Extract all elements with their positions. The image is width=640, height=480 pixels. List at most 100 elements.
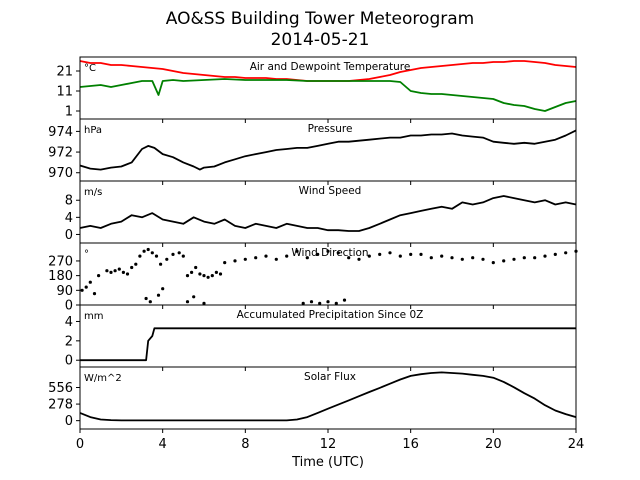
series-line-2 <box>79 78 577 112</box>
data-point <box>117 267 121 271</box>
data-point <box>419 252 423 256</box>
figure-subtitle: 2014-05-21 <box>271 30 370 50</box>
data-point <box>214 270 218 274</box>
data-point <box>334 301 338 305</box>
x-tick-label: 8 <box>241 437 249 452</box>
data-point <box>233 259 237 263</box>
data-point <box>301 301 305 305</box>
data-point <box>80 288 84 292</box>
data-point <box>223 261 227 265</box>
data-point <box>113 269 117 273</box>
y-tick-label: 974 <box>48 125 73 140</box>
y-tick-label: 11 <box>56 85 73 100</box>
data-point <box>512 257 516 261</box>
x-tick-label: 24 <box>568 437 585 452</box>
data-point <box>125 272 130 276</box>
data-point <box>97 274 101 278</box>
data-point <box>105 269 109 273</box>
data-point <box>185 300 190 304</box>
panel-2: 970 972 974 hPa Pressure <box>48 118 577 185</box>
x-tick-label: 16 <box>402 437 419 452</box>
data-point <box>409 252 413 256</box>
x-tick-label: 0 <box>76 437 84 452</box>
data-point <box>295 249 299 253</box>
series-line-1 <box>79 195 577 232</box>
data-point <box>285 254 289 258</box>
data-point <box>367 254 371 258</box>
y-tick-label: 0 <box>65 414 73 429</box>
data-point <box>88 280 92 284</box>
data-point <box>336 251 340 255</box>
data-point <box>502 259 506 263</box>
data-point <box>429 256 433 260</box>
y-tick-label: 278 <box>48 398 73 413</box>
data-point <box>198 272 202 276</box>
data-point <box>274 257 278 261</box>
x-tick-label: 20 <box>485 437 502 452</box>
data-point <box>522 256 526 260</box>
y-tick-label: 8 <box>65 194 73 209</box>
data-point <box>161 287 165 291</box>
unit-label: mm <box>84 311 103 322</box>
x-tick-label: 12 <box>320 437 337 452</box>
y-tick-label: 4 <box>65 211 73 226</box>
y-tick-label: 1 <box>65 105 73 120</box>
y-tick-label: 4 <box>65 315 73 330</box>
data-point <box>202 274 206 278</box>
data-point <box>202 301 206 305</box>
unit-label: W/m^2 <box>84 373 122 384</box>
data-point <box>460 257 464 261</box>
unit-label: ° <box>84 249 89 260</box>
data-point <box>218 272 223 276</box>
data-point <box>388 251 392 255</box>
y-tick-label: 21 <box>56 65 73 80</box>
data-point <box>134 262 138 266</box>
data-point <box>316 252 320 256</box>
data-point <box>121 270 125 274</box>
data-point <box>398 254 402 258</box>
data-point <box>471 256 475 260</box>
data-point <box>553 252 557 256</box>
panel-title: Wind Direction <box>291 247 368 259</box>
y-tick-label: 972 <box>48 146 73 161</box>
y-tick-label: 180 <box>48 269 73 284</box>
data-point <box>210 274 214 278</box>
data-point <box>357 257 361 261</box>
x-axis-label: Time (UTC) <box>291 455 364 470</box>
data-point <box>533 256 537 260</box>
data-point <box>243 257 247 261</box>
data-point <box>146 247 150 252</box>
data-point <box>305 256 309 260</box>
data-point <box>309 300 314 304</box>
data-point <box>130 265 134 270</box>
y-tick-label: 556 <box>48 381 73 396</box>
data-point <box>342 298 347 302</box>
panel-title: Solar Flux <box>304 371 356 383</box>
data-point <box>543 254 547 258</box>
data-point <box>206 275 210 279</box>
y-tick-label: 0 <box>65 299 73 314</box>
series-line-1 <box>79 371 577 422</box>
series-line-1 <box>80 327 576 362</box>
data-point <box>440 254 444 258</box>
panel-title: Accumulated Precipitation Since 0Z <box>237 309 424 321</box>
data-point <box>142 249 146 253</box>
data-point <box>190 270 194 274</box>
data-point <box>165 257 169 261</box>
data-point <box>326 300 330 304</box>
panel-title: Wind Speed <box>299 185 362 197</box>
data-point <box>185 274 190 278</box>
data-point <box>254 256 258 260</box>
data-point <box>450 256 454 260</box>
panel-title: Air and Dewpoint Temperature <box>250 61 411 73</box>
x-axis: 0 4 8 12 16 20 24 <box>76 437 584 452</box>
figure-title: AO&SS Building Tower Meteorogram <box>166 9 474 29</box>
y-tick-label: 2 <box>65 334 73 349</box>
data-point <box>177 251 181 255</box>
data-point <box>491 261 495 265</box>
y-tick-label: 970 <box>48 166 73 181</box>
panel-3: 0 4 8 m/s Wind Speed <box>65 180 577 247</box>
